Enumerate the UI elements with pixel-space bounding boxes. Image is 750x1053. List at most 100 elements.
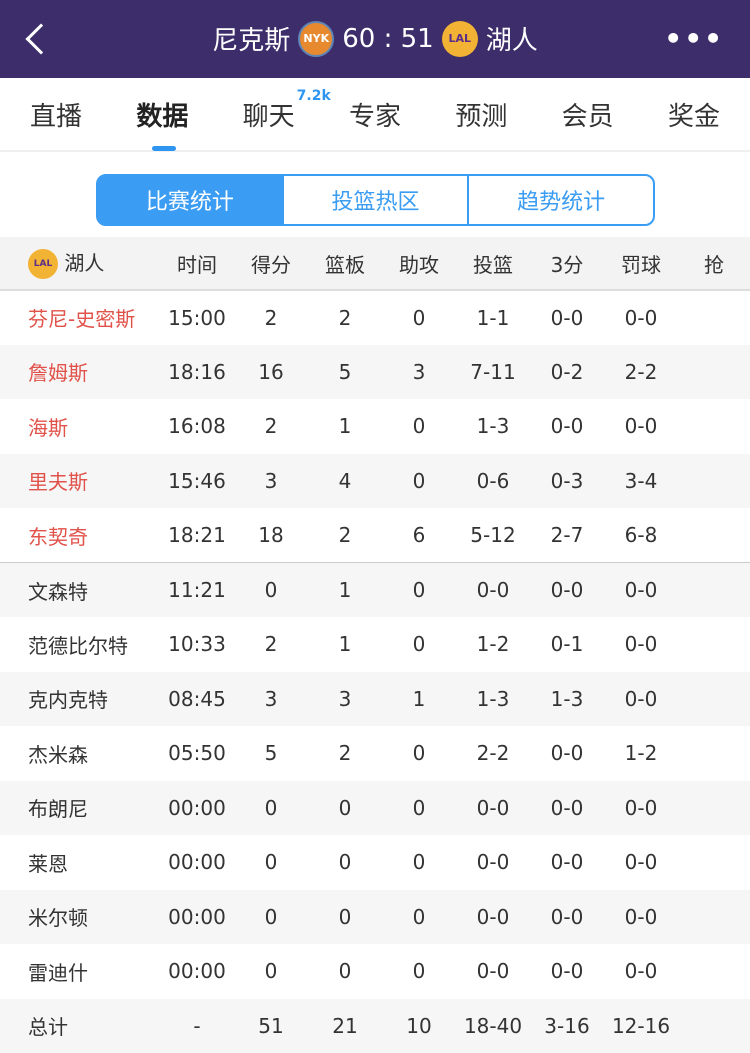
- stat-cell: 0: [234, 781, 308, 836]
- column-header[interactable]: 得分: [234, 237, 308, 290]
- tab-4[interactable]: 预测: [455, 96, 507, 133]
- stat-cell: 1: [382, 672, 456, 727]
- stat-cell: 15:00: [160, 290, 234, 345]
- stat-cell: 00:00: [160, 835, 234, 890]
- tab-0[interactable]: 直播: [30, 96, 82, 133]
- column-header[interactable]: 时间: [160, 237, 234, 290]
- player-name: 里夫斯: [0, 454, 160, 509]
- stat-cell: 3: [382, 345, 456, 400]
- segment-game-stats[interactable]: 比赛统计: [98, 176, 282, 224]
- stat-cell: 0-0: [604, 399, 678, 454]
- player-name: 总计: [0, 999, 160, 1053]
- score: 60 : 51: [342, 24, 433, 54]
- stat-cell: [678, 999, 750, 1053]
- top-bar: 尼克斯 NYK 60 : 51 LAL 湖人 •••: [0, 0, 750, 78]
- column-header[interactable]: 罚球: [604, 237, 678, 290]
- stat-cell: 18-40: [456, 999, 530, 1053]
- stat-cell: 0-2: [530, 345, 604, 400]
- stat-cell: 2: [234, 617, 308, 672]
- tab-6[interactable]: 奖金: [668, 96, 720, 133]
- player-name: 克内克特: [0, 672, 160, 727]
- stat-cell: [678, 454, 750, 509]
- stat-cell: 2: [308, 508, 382, 563]
- tab-1[interactable]: 数据: [136, 96, 188, 133]
- column-header[interactable]: 助攻: [382, 237, 456, 290]
- tab-3[interactable]: 专家: [349, 96, 401, 133]
- player-name: 雷迪什: [0, 944, 160, 999]
- player-name: 米尔顿: [0, 890, 160, 945]
- stat-cell: 5: [234, 726, 308, 781]
- tab-label: 直播: [30, 102, 82, 132]
- team-header: LAL 湖人: [0, 237, 160, 290]
- segment-trend-stats[interactable]: 趋势统计: [467, 176, 653, 224]
- home-team: 尼克斯: [212, 20, 290, 57]
- stat-cell: 1-1: [456, 290, 530, 345]
- player-name: 莱恩: [0, 835, 160, 890]
- stat-cell: 1: [308, 563, 382, 618]
- stat-cell: 10: [382, 999, 456, 1053]
- stat-cell: 0-0: [604, 672, 678, 727]
- stat-cell: 0-0: [456, 835, 530, 890]
- stat-cell: 5: [308, 345, 382, 400]
- segment-shot-chart[interactable]: 投篮热区: [282, 176, 468, 224]
- stat-cell: 0: [234, 563, 308, 618]
- stat-cell: 0-6: [456, 454, 530, 509]
- stat-cell: 1-3: [456, 399, 530, 454]
- stat-cell: [678, 508, 750, 563]
- stat-cell: 0-1: [530, 617, 604, 672]
- column-header[interactable]: 投篮: [456, 237, 530, 290]
- stat-cell: 1-2: [456, 617, 530, 672]
- column-header[interactable]: 抢: [678, 237, 750, 290]
- stat-cell: 0: [382, 617, 456, 672]
- stat-cell: 16: [234, 345, 308, 400]
- player-name: 詹姆斯: [0, 345, 160, 400]
- stat-cell: [678, 290, 750, 345]
- stat-cell: 0-0: [530, 781, 604, 836]
- stat-cell: 0-0: [604, 944, 678, 999]
- stat-cell: [678, 617, 750, 672]
- stat-cell: 15:46: [160, 454, 234, 509]
- stat-cell: 18: [234, 508, 308, 563]
- stat-cell: 10:33: [160, 617, 234, 672]
- stat-cell: 0: [308, 944, 382, 999]
- column-header[interactable]: 篮板: [308, 237, 382, 290]
- stat-cell: 0: [382, 781, 456, 836]
- stat-cell: 08:45: [160, 672, 234, 727]
- stat-cell: 51: [234, 999, 308, 1053]
- stat-cell: [678, 944, 750, 999]
- stat-cell: 11:21: [160, 563, 234, 618]
- stat-cell: 2: [234, 399, 308, 454]
- stat-cell: 0-0: [604, 563, 678, 618]
- stat-cell: 0-0: [530, 290, 604, 345]
- tab-5[interactable]: 会员: [562, 96, 614, 133]
- stat-cell: 0: [382, 835, 456, 890]
- column-header[interactable]: 3分: [530, 237, 604, 290]
- stat-cell: [678, 835, 750, 890]
- stat-cell: 5-12: [456, 508, 530, 563]
- stat-cell: 2: [308, 290, 382, 345]
- stat-cell: 0-0: [604, 835, 678, 890]
- stat-cell: 0-0: [604, 290, 678, 345]
- stat-cell: 0: [382, 290, 456, 345]
- stat-cell: 2: [308, 726, 382, 781]
- player-name: 文森特: [0, 563, 160, 618]
- more-icon[interactable]: •••: [664, 22, 724, 55]
- lal-logo-icon: LAL: [442, 21, 478, 57]
- stat-cell: 0-0: [530, 726, 604, 781]
- stat-cell: 0: [382, 454, 456, 509]
- player-name: 海斯: [0, 399, 160, 454]
